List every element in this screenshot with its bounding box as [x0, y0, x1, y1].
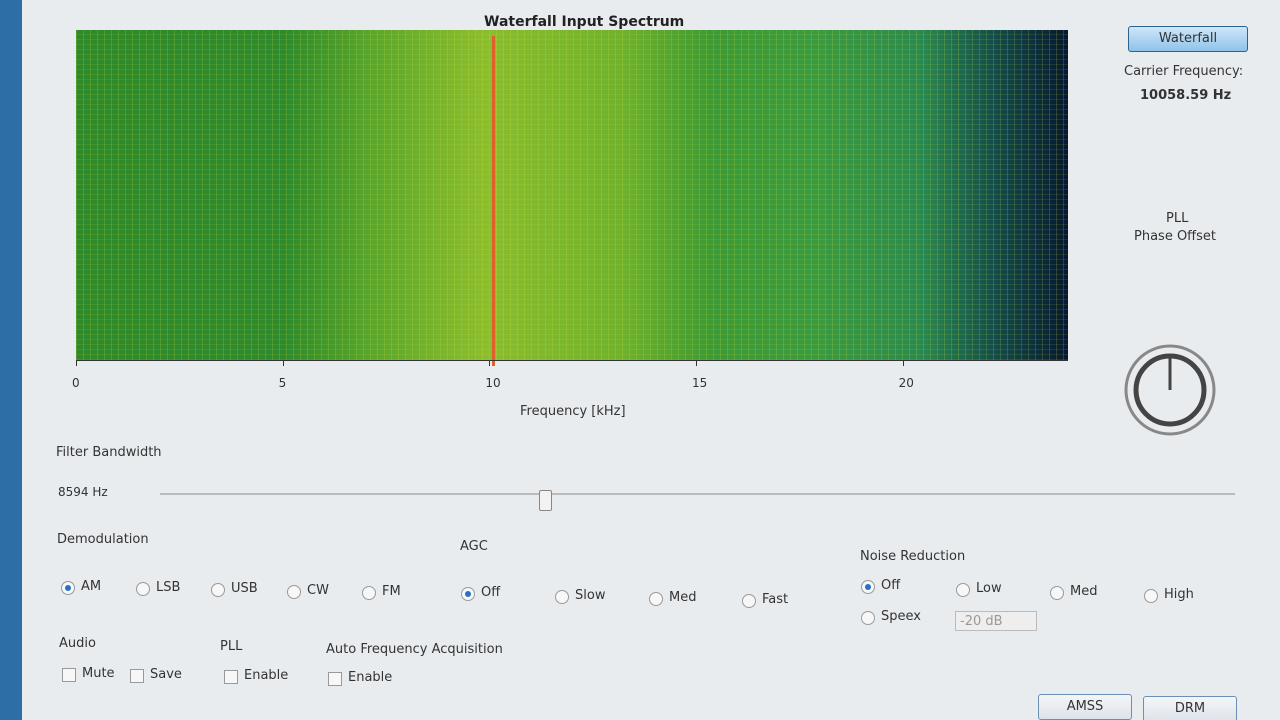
radio-button[interactable] — [956, 583, 970, 597]
radio-label: Med — [1070, 584, 1098, 599]
radio-label: Fast — [762, 592, 789, 607]
radio-label: Slow — [575, 588, 606, 603]
checkbox-label: Mute — [82, 666, 115, 681]
x-tick-label: 20 — [898, 376, 914, 390]
radio-label: Off — [881, 578, 901, 593]
carrier-marker — [492, 36, 495, 366]
x-tick — [76, 360, 77, 366]
checkbox[interactable] — [224, 670, 238, 684]
pll-group-label: PLL — [220, 639, 243, 654]
checkbox-label: Save — [150, 667, 182, 682]
audio-label: Audio — [59, 636, 96, 651]
radio-button[interactable] — [61, 581, 75, 595]
checkbox[interactable] — [328, 672, 342, 686]
amss-button[interactable]: AMSS — [1038, 694, 1132, 720]
radio-button[interactable] — [461, 587, 475, 601]
radio-button[interactable] — [555, 590, 569, 604]
waterfall-display — [76, 30, 1068, 360]
x-tick-label: 15 — [692, 376, 708, 390]
carrier-value: 10058.59 Hz — [1140, 88, 1232, 103]
radio-button[interactable] — [649, 592, 663, 606]
phase-offset-label: Phase Offset — [1134, 229, 1217, 244]
slider-track — [160, 493, 1235, 495]
radio-label: Speex — [881, 609, 921, 624]
x-tick-label: 5 — [278, 376, 287, 390]
waterfall-button[interactable]: Waterfall — [1128, 26, 1248, 52]
x-tick — [696, 360, 697, 366]
slider-thumb[interactable] — [539, 490, 552, 511]
radio-button[interactable] — [136, 582, 150, 596]
radio-button[interactable] — [211, 583, 225, 597]
afa-label: Auto Frequency Acquisition — [326, 642, 503, 657]
radio-label: AM — [81, 579, 102, 594]
radio-label: LSB — [156, 580, 181, 595]
filter-label: Filter Bandwidth — [56, 445, 162, 460]
checkbox[interactable] — [130, 669, 144, 683]
checkbox-label: Enable — [244, 668, 289, 683]
radio-button[interactable] — [861, 611, 875, 625]
x-tick-label: 0 — [72, 376, 80, 390]
carrier-label: Carrier Frequency: — [1124, 64, 1244, 79]
checkbox[interactable] — [62, 668, 76, 682]
radio-label: Med — [669, 590, 697, 605]
x-axis-label: Frequency [kHz] — [520, 404, 626, 419]
radio-button[interactable] — [362, 586, 376, 600]
x-tick — [489, 360, 491, 366]
radio-label: FM — [382, 584, 401, 599]
radio-button[interactable] — [1144, 589, 1158, 603]
speex-level[interactable]: -20 dB — [955, 611, 1037, 631]
x-tick — [282, 360, 284, 366]
radio-button[interactable] — [861, 580, 875, 594]
radio-label: USB — [231, 581, 258, 596]
radio-label: Low — [976, 581, 1002, 596]
x-tick — [902, 360, 904, 366]
noise-label: Noise Reduction — [860, 549, 966, 564]
radio-button[interactable] — [287, 585, 301, 599]
demod-label: Demodulation — [57, 532, 149, 547]
phase-dial — [1124, 344, 1216, 436]
radio-button[interactable] — [1050, 586, 1064, 600]
filter-value: 8594 Hz — [58, 485, 108, 499]
agc-label: AGC — [460, 539, 488, 554]
drm-button[interactable]: DRM — [1143, 696, 1237, 720]
waterfall-title: Waterfall Input Spectrum — [484, 14, 685, 30]
checkbox-label: Enable — [348, 670, 393, 685]
x-axis — [76, 360, 1068, 361]
radio-label: High — [1164, 587, 1194, 602]
radio-label: Off — [481, 585, 501, 600]
x-tick-label: 10 — [485, 376, 501, 390]
pll-label: PLL — [1166, 211, 1189, 226]
radio-button[interactable] — [742, 594, 756, 608]
radio-label: CW — [307, 583, 329, 598]
desktop-edge — [0, 0, 22, 720]
